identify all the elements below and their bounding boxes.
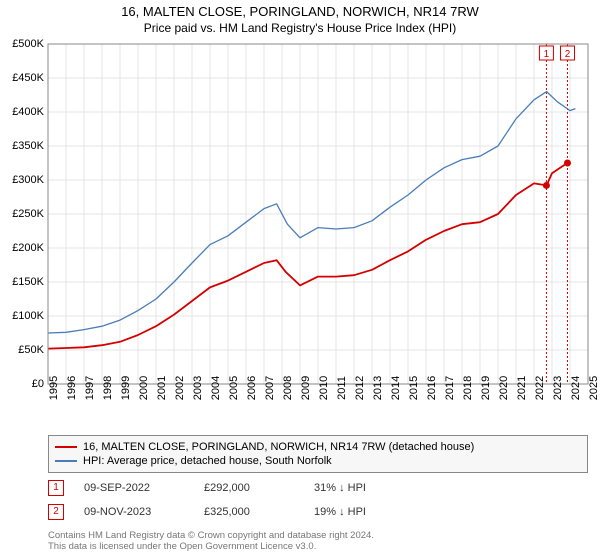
x-tick-label: 2015 — [408, 376, 420, 400]
chart-plot-area: £0£50K£100K£150K£200K£250K£300K£350K£400… — [48, 44, 588, 384]
x-tick-label: 2022 — [534, 376, 546, 400]
x-tick-label: 2016 — [426, 376, 438, 400]
x-tick-label: 2024 — [570, 376, 582, 400]
y-tick-label: £50K — [18, 344, 44, 356]
legend-item-hpi: HPI: Average price, detached house, Sout… — [55, 454, 581, 468]
x-tick-label: 2014 — [390, 376, 402, 400]
x-tick-label: 1999 — [120, 376, 132, 400]
x-tick-label: 2012 — [354, 376, 366, 400]
x-tick-label: 1997 — [84, 376, 96, 400]
y-tick-label: £150K — [12, 276, 44, 288]
legend-swatch-hpi — [55, 460, 77, 462]
legend-swatch-property — [55, 446, 77, 448]
chart-title-line1: 16, MALTEN CLOSE, PORINGLAND, NORWICH, N… — [0, 0, 600, 19]
x-tick-label: 2017 — [444, 376, 456, 400]
x-tick-label: 1995 — [48, 376, 60, 400]
y-tick-label: £250K — [12, 208, 44, 220]
x-tick-label: 2023 — [552, 376, 564, 400]
sale-marker-2: 2 — [48, 504, 64, 520]
chart-title-line2: Price paid vs. HM Land Registry's House … — [0, 19, 600, 37]
sale-diff-2: 19% ↓ HPI — [314, 506, 434, 518]
x-tick-label: 1996 — [66, 376, 78, 400]
sale-marker-1: 1 — [48, 480, 64, 496]
y-tick-label: £200K — [12, 242, 44, 254]
sale-price-1: £292,000 — [204, 482, 314, 494]
sale-row-1: 1 09-SEP-2022 £292,000 31% ↓ HPI — [48, 480, 588, 496]
y-tick-label: £400K — [12, 106, 44, 118]
footer-line1: Contains HM Land Registry data © Crown c… — [48, 530, 588, 541]
legend-item-property: 16, MALTEN CLOSE, PORINGLAND, NORWICH, N… — [55, 440, 581, 454]
x-tick-label: 2019 — [480, 376, 492, 400]
x-tick-label: 2013 — [372, 376, 384, 400]
x-tick-label: 2018 — [462, 376, 474, 400]
y-tick-label: £450K — [12, 72, 44, 84]
x-tick-label: 1998 — [102, 376, 114, 400]
sale-diff-1: 31% ↓ HPI — [314, 482, 434, 494]
svg-text:2: 2 — [565, 49, 571, 60]
x-tick-label: 2005 — [228, 376, 240, 400]
footer-line2: This data is licensed under the Open Gov… — [48, 541, 588, 552]
svg-text:1: 1 — [544, 49, 550, 60]
y-tick-label: £500K — [12, 38, 44, 50]
x-tick-label: 2008 — [282, 376, 294, 400]
x-tick-label: 2020 — [498, 376, 510, 400]
x-tick-label: 2009 — [300, 376, 312, 400]
sale-date-1: 09-SEP-2022 — [84, 482, 204, 494]
sale-date-2: 09-NOV-2023 — [84, 506, 204, 518]
sale-price-2: £325,000 — [204, 506, 314, 518]
x-tick-label: 2006 — [246, 376, 258, 400]
x-tick-label: 2000 — [138, 376, 150, 400]
legend-label-property: 16, MALTEN CLOSE, PORINGLAND, NORWICH, N… — [83, 441, 474, 453]
y-tick-label: £0 — [32, 378, 44, 390]
y-tick-label: £300K — [12, 174, 44, 186]
x-tick-label: 2001 — [156, 376, 168, 400]
y-tick-label: £100K — [12, 310, 44, 322]
x-tick-label: 2010 — [318, 376, 330, 400]
x-tick-label: 2021 — [516, 376, 528, 400]
footer: Contains HM Land Registry data © Crown c… — [48, 530, 588, 553]
x-tick-label: 2011 — [336, 376, 348, 400]
legend: 16, MALTEN CLOSE, PORINGLAND, NORWICH, N… — [48, 435, 588, 473]
x-tick-label: 2003 — [192, 376, 204, 400]
sale-row-2: 2 09-NOV-2023 £325,000 19% ↓ HPI — [48, 504, 588, 520]
x-tick-label: 2007 — [264, 376, 276, 400]
y-tick-label: £350K — [12, 140, 44, 152]
x-tick-label: 2002 — [174, 376, 186, 400]
legend-label-hpi: HPI: Average price, detached house, Sout… — [83, 455, 332, 467]
x-tick-label: 2004 — [210, 376, 222, 400]
x-tick-label: 2025 — [588, 376, 600, 400]
